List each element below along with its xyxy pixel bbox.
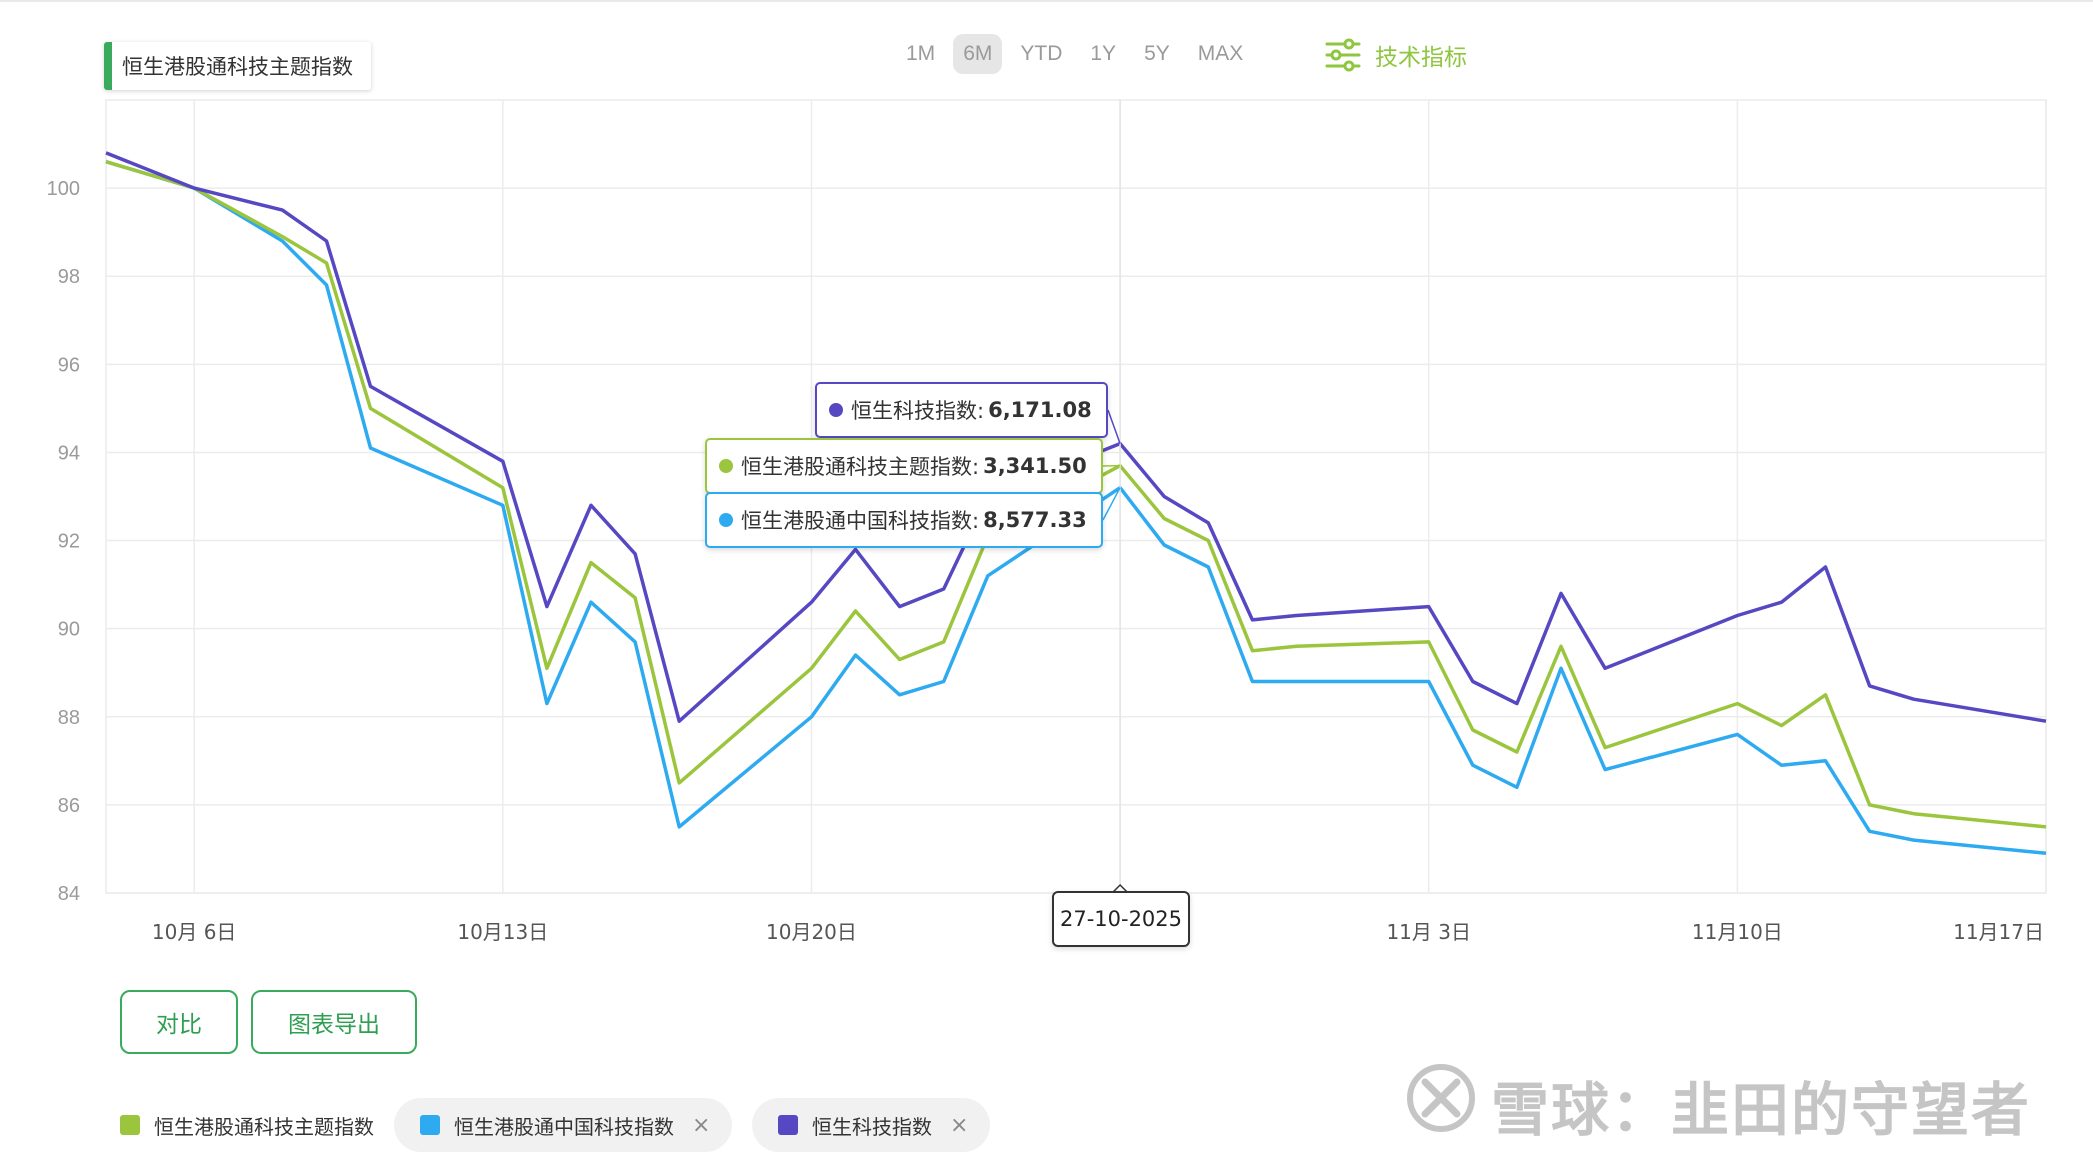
tooltip-leader-line bbox=[1102, 487, 1121, 521]
tooltip-label: 恒生港股通科技主题指数: bbox=[741, 455, 980, 479]
tech-indicator-button[interactable]: 技术指标 bbox=[1325, 34, 1467, 76]
y-tick-label: 100 bbox=[47, 178, 80, 200]
legend-label: 恒生港股通中国科技指数 bbox=[454, 1114, 674, 1139]
range-ytd[interactable]: YTD bbox=[1020, 42, 1063, 65]
range-selector: 1M 6M YTD 1Y 5Y MAX bbox=[896, 34, 1253, 74]
tooltip-value: 8,577.33 bbox=[983, 508, 1087, 532]
x-tick-label: 11月 3日 bbox=[1386, 920, 1471, 944]
y-tick-label: 92 bbox=[58, 531, 80, 553]
range-1m[interactable]: 1M bbox=[906, 42, 936, 65]
tooltip-hstech: 恒生科技指数: 6,171.08 bbox=[815, 382, 1108, 438]
series-title-text: 恒生港股通科技主题指数 bbox=[122, 55, 353, 79]
sliders-icon bbox=[1325, 38, 1361, 72]
legend-label: 恒生港股通科技主题指数 bbox=[154, 1114, 374, 1139]
legend-swatch bbox=[120, 1115, 140, 1135]
range-max[interactable]: MAX bbox=[1197, 42, 1244, 65]
tooltip-leader-line bbox=[1107, 409, 1121, 444]
series-title-accent bbox=[104, 42, 112, 90]
close-icon[interactable]: × bbox=[692, 1112, 711, 1138]
y-tick-label: 90 bbox=[58, 619, 80, 641]
tech-indicator-label: 技术指标 bbox=[1375, 45, 1467, 71]
x-axis: 10月 6日 10月13日 10月20日 11月 3日 11月10日 11月17日 bbox=[152, 920, 2044, 944]
x-tick-label: 10月 6日 bbox=[152, 920, 237, 944]
range-5y[interactable]: 5Y bbox=[1144, 42, 1170, 65]
y-tick-label: 98 bbox=[58, 266, 80, 288]
snowball-logo-icon bbox=[1405, 1062, 1477, 1148]
range-6m[interactable]: 6M bbox=[953, 34, 1003, 74]
x-tick-label: 11月17日 bbox=[1953, 920, 2044, 944]
compare-button[interactable]: 对比 bbox=[120, 990, 238, 1054]
close-icon[interactable]: × bbox=[950, 1112, 969, 1138]
series-title-box: 恒生港股通科技主题指数 bbox=[104, 42, 371, 90]
y-tick-label: 94 bbox=[58, 442, 80, 464]
range-1y[interactable]: 1Y bbox=[1090, 42, 1117, 65]
y-tick-label: 88 bbox=[58, 707, 80, 729]
x-tick-label: 10月13日 bbox=[457, 920, 548, 944]
top-divider bbox=[0, 0, 2093, 2]
tooltip-value: 6,171.08 bbox=[988, 398, 1092, 422]
tooltip-dot bbox=[719, 513, 733, 527]
legend-label: 恒生科技指数 bbox=[812, 1114, 932, 1139]
legend-item-hk-tech-theme[interactable]: 恒生港股通科技主题指数 bbox=[120, 1098, 396, 1152]
export-chart-button[interactable]: 图表导出 bbox=[251, 990, 417, 1054]
y-tick-label: 96 bbox=[58, 354, 80, 376]
x-tick-label: 10月20日 bbox=[766, 920, 857, 944]
line-chart: 84 86 88 90 92 94 96 98 100 10月 6日 10月13日 10月20日 11… bbox=[47, 99, 2047, 944]
legend-item-hstech[interactable]: 恒生科技指数 × bbox=[752, 1098, 991, 1152]
legend-item-hk-china-tech[interactable]: 恒生港股通中国科技指数 × bbox=[394, 1098, 733, 1152]
tooltip-label: 恒生科技指数: bbox=[851, 399, 985, 423]
legend-swatch bbox=[420, 1115, 440, 1135]
watermark: 雪球：韭田的守望者 bbox=[1405, 1060, 2031, 1150]
x-tick-label: 11月10日 bbox=[1692, 920, 1783, 944]
tooltip-value: 3,341.50 bbox=[983, 454, 1087, 478]
tooltip-dot bbox=[719, 459, 733, 473]
y-axis: 84 86 88 90 92 94 96 98 100 bbox=[47, 178, 80, 905]
date-tooltip: 27-10-2025 bbox=[1052, 891, 1190, 947]
legend-swatch bbox=[778, 1115, 798, 1135]
y-tick-label: 84 bbox=[58, 883, 80, 905]
tooltip-hk-tech-theme: 恒生港股通科技主题指数: 3,341.50 bbox=[705, 438, 1103, 494]
tooltip-hk-china-tech: 恒生港股通中国科技指数: 8,577.33 bbox=[705, 492, 1103, 548]
tooltip-label: 恒生港股通中国科技指数: bbox=[741, 509, 980, 533]
tooltip-dot bbox=[829, 403, 843, 417]
y-tick-label: 86 bbox=[58, 795, 80, 817]
watermark-text: 雪球：韭田的守望者 bbox=[1490, 1076, 2031, 1144]
